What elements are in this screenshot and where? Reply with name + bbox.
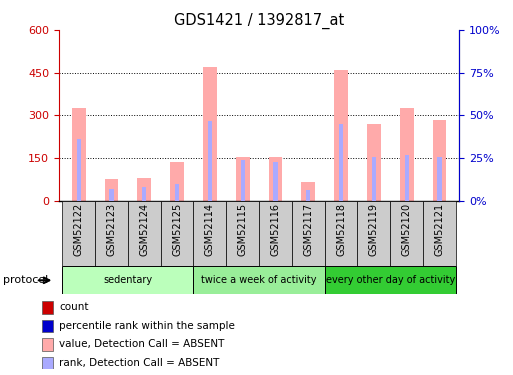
Bar [42, 357, 52, 369]
Text: value, Detection Call = ABSENT: value, Detection Call = ABSENT [59, 339, 224, 350]
Bar [259, 201, 292, 266]
Bar [203, 67, 217, 201]
Bar [423, 201, 456, 266]
Bar [62, 201, 95, 266]
Bar [142, 187, 146, 201]
Text: rank, Detection Call = ABSENT: rank, Detection Call = ABSENT [59, 358, 219, 368]
Bar [170, 162, 184, 201]
Title: GDS1421 / 1392817_at: GDS1421 / 1392817_at [174, 12, 344, 28]
Text: every other day of activity: every other day of activity [326, 275, 455, 285]
Bar [76, 140, 81, 201]
Bar [358, 201, 390, 266]
Bar [161, 201, 193, 266]
Text: percentile rank within the sample: percentile rank within the sample [59, 321, 235, 331]
Bar [325, 266, 456, 294]
Text: count: count [59, 302, 88, 312]
Bar [339, 124, 343, 201]
Text: GSM52118: GSM52118 [336, 202, 346, 256]
Bar [42, 320, 52, 332]
Text: GSM52115: GSM52115 [238, 202, 248, 256]
Bar [306, 190, 310, 201]
Text: GSM52116: GSM52116 [270, 202, 281, 256]
Bar [137, 178, 151, 201]
Bar [208, 121, 212, 201]
Bar [236, 157, 249, 201]
Bar [175, 184, 179, 201]
Bar [325, 201, 358, 266]
Text: GSM52122: GSM52122 [74, 202, 84, 256]
Bar [128, 201, 161, 266]
Bar [301, 182, 315, 201]
Text: GSM52124: GSM52124 [139, 202, 149, 256]
Bar [273, 162, 278, 201]
Text: protocol: protocol [3, 275, 48, 285]
Text: sedentary: sedentary [103, 275, 152, 285]
Bar [292, 201, 325, 266]
Bar [62, 266, 193, 294]
Bar [400, 108, 413, 201]
Bar [193, 266, 325, 294]
Text: GSM52119: GSM52119 [369, 202, 379, 256]
Bar [437, 156, 442, 201]
Text: GSM52117: GSM52117 [303, 202, 313, 256]
Bar [241, 160, 245, 201]
Bar [432, 120, 446, 201]
Bar [226, 201, 259, 266]
Bar [109, 189, 113, 201]
Bar [42, 301, 52, 314]
Bar [334, 70, 348, 201]
Text: GSM52123: GSM52123 [107, 202, 116, 256]
Bar [372, 156, 376, 201]
Bar [193, 201, 226, 266]
Text: GSM52114: GSM52114 [205, 202, 215, 256]
Text: GSM52120: GSM52120 [402, 202, 411, 256]
Text: twice a week of activity: twice a week of activity [201, 275, 317, 285]
Bar [95, 201, 128, 266]
Bar [42, 338, 52, 351]
Text: GSM52121: GSM52121 [435, 202, 444, 256]
Bar [105, 179, 119, 201]
Bar [405, 155, 409, 201]
Bar [367, 124, 381, 201]
Bar [390, 201, 423, 266]
Bar [72, 108, 86, 201]
Bar [269, 157, 282, 201]
Text: GSM52125: GSM52125 [172, 202, 182, 256]
